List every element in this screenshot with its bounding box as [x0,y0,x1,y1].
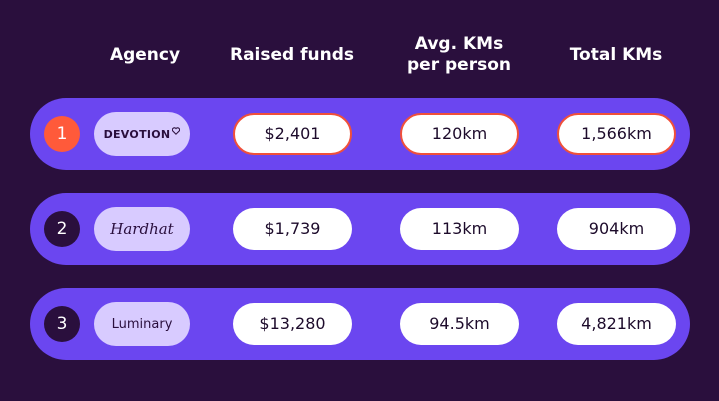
value-pill: 120km [400,113,519,155]
column-header: Avg. KMs per person [407,34,511,75]
row: 1 DEVOTION $2,401 120km 1,566km [30,98,690,170]
agency-logo: Hardhat [94,207,190,251]
row: 2 Hardhat $1,739 113km 904km [30,193,690,265]
column-header: Agency [109,45,181,65]
rank-badge: 1 [44,116,80,152]
value-pill: $2,401 [233,113,352,155]
row: 3 Luminary $13,280 94.5km 4,821km [30,288,690,360]
heart-icon [172,127,181,135]
agency-logo: DEVOTION [94,112,190,156]
value-pill: 1,566km [557,113,676,155]
value-pill: 4,821km [557,303,676,345]
agency-logo: Luminary [94,302,190,346]
column-header: Total KMs [569,45,663,65]
value-pill: $13,280 [233,303,352,345]
value-pill: 904km [557,208,676,250]
rank-badge: 3 [44,306,80,342]
column-header: Raised funds [229,45,354,65]
value-pill: 94.5km [400,303,519,345]
rank-badge: 2 [44,211,80,247]
value-pill: $1,739 [233,208,352,250]
value-pill: 113km [400,208,519,250]
